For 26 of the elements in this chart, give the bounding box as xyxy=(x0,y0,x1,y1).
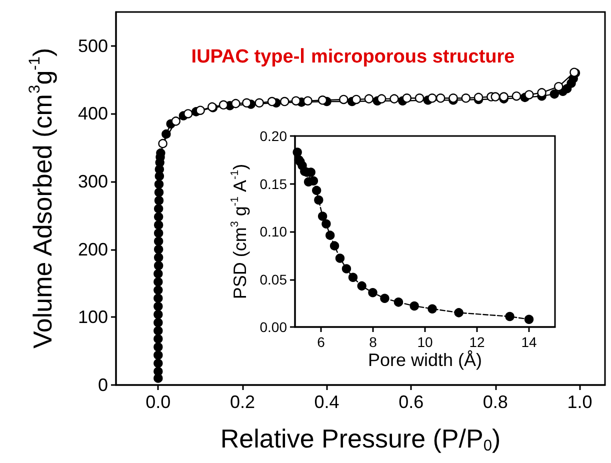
x-tick-label: 6 xyxy=(317,334,326,350)
y-tick-label: 0.15 xyxy=(260,176,288,192)
y-tick-label: 300 xyxy=(78,172,108,192)
annotation: IUPAC type-Ⅰ microporous structure xyxy=(191,46,515,68)
x-tick-label: 10 xyxy=(417,334,433,350)
y-tick-label: 500 xyxy=(78,36,108,56)
y-axis-title: PSD (cm3 g-1 A-1) xyxy=(228,164,250,300)
x-tick-label: 0.4 xyxy=(314,392,340,412)
x-tick-label: 8 xyxy=(369,334,378,350)
x-tick-label: 0.8 xyxy=(482,392,508,412)
x-tick-label: 14 xyxy=(521,334,537,350)
y-tick-label: 200 xyxy=(78,239,108,260)
y-tick-label: 0.10 xyxy=(260,224,288,240)
y-axis-title: Volume Adsorbed (cm3g-1) xyxy=(26,48,58,349)
y-tick-label: 0.20 xyxy=(260,128,288,144)
x-tick-label: 1.0 xyxy=(567,392,592,412)
y-tick-label: 0.00 xyxy=(260,319,288,335)
x-axis-title: Pore width (Å) xyxy=(368,350,482,370)
y-tick-label: 400 xyxy=(78,104,108,124)
x-tick-label: 0.6 xyxy=(398,392,424,412)
x-tick-label: 0.2 xyxy=(230,392,255,412)
y-tick-label: 0.05 xyxy=(260,271,288,288)
x-tick-label: 12 xyxy=(469,334,485,350)
y-tick-label: 0 xyxy=(98,375,108,395)
y-tick-label: 100 xyxy=(78,307,108,328)
x-tick-label: 0.0 xyxy=(146,392,171,412)
